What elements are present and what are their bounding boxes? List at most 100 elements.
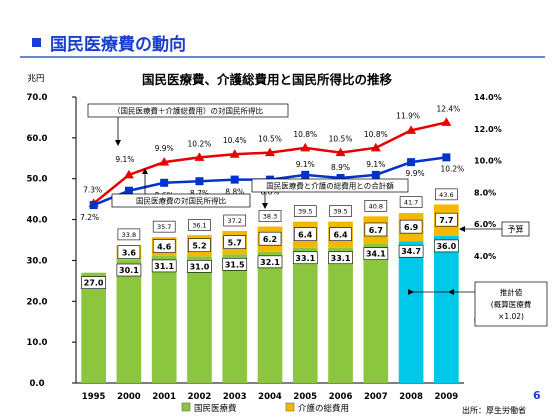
bar-medical-label: 30.1 xyxy=(119,266,139,275)
line-total-ratio-label: 10.8% xyxy=(293,130,317,139)
point-total-ratio xyxy=(335,147,346,157)
title-rule xyxy=(20,56,545,58)
x-tick-label: 2009 xyxy=(435,392,459,402)
point-medical-ratio xyxy=(160,178,169,187)
bar-medical-label: 34.7 xyxy=(401,247,421,256)
bar-medical-label-box xyxy=(292,251,318,265)
bar-medical-label-box xyxy=(151,259,177,273)
bar-nursing-label-box xyxy=(364,222,388,237)
bar-nursing-label: 7.7 xyxy=(439,216,453,225)
bar-medical xyxy=(257,251,283,383)
legend-label: 介護の総費用 xyxy=(298,403,349,414)
bar-nursing-label-box xyxy=(258,231,282,246)
x-tick-label: 2005 xyxy=(293,392,317,402)
bar-medical-label: 36.0 xyxy=(436,242,456,251)
line-total-ratio-label: 10.8% xyxy=(364,130,388,139)
y2-tick-label: 8.0% xyxy=(474,188,496,197)
line-total-ratio-label: 11.9% xyxy=(396,111,420,120)
bar-total-label: 35.7 xyxy=(157,223,171,231)
y-tick-label: 60.0 xyxy=(27,134,48,144)
point-total-ratio xyxy=(123,169,134,179)
point-medical-ratio xyxy=(301,170,310,179)
bar-nursing-label-box xyxy=(117,245,141,259)
bar-medical-label: 31.0 xyxy=(190,262,210,271)
point-total-ratio xyxy=(406,125,417,134)
bar-medical xyxy=(151,255,177,383)
y-tick-label: 20.0 xyxy=(27,297,48,307)
line-total-ratio-label: 9.9% xyxy=(155,144,174,153)
bar-nursing-label-box xyxy=(293,227,317,241)
bar-medical xyxy=(292,247,318,383)
point-total-ratio xyxy=(265,147,275,157)
bar-nursing-label-box xyxy=(152,239,176,253)
bar-nursing-label: 6.4 xyxy=(333,231,348,240)
bar-medical-label: 34.1 xyxy=(366,250,386,259)
bar-medical xyxy=(81,272,106,383)
bar-total-label: 37.2 xyxy=(227,217,241,225)
bar-total-label: 39.5 xyxy=(298,208,312,216)
point-medical-ratio xyxy=(230,175,239,184)
bar-total-label: 43.6 xyxy=(439,191,453,199)
y-tick-label: 70.0 xyxy=(27,93,48,103)
bar-medical xyxy=(328,247,353,383)
bar-nursing-label: 6.9 xyxy=(404,223,419,232)
bar-nursing-label-box xyxy=(399,219,423,234)
bar-medical-label: 32.1 xyxy=(260,258,280,267)
annotation-forecast-arrow-head xyxy=(459,226,465,232)
y-tick-label: 50.0 xyxy=(27,175,48,185)
bar-total-label-box xyxy=(399,196,423,208)
annotation-medical-ratio: 国民医療費の対国民所得比 xyxy=(136,196,226,206)
line-total-ratio-label: 7.3% xyxy=(83,185,102,194)
bar-total-label-box xyxy=(188,219,211,231)
bar-medical xyxy=(363,243,389,383)
bar-total-label-box xyxy=(435,188,458,201)
line-medical-ratio-label: 7.2% xyxy=(80,213,99,222)
x-tick-label: 2002 xyxy=(188,392,212,402)
line-total-ratio-label: 10.2% xyxy=(188,139,212,148)
point-medical-ratio xyxy=(371,170,380,179)
point-total-ratio xyxy=(159,157,170,166)
point-medical-ratio xyxy=(336,174,345,183)
y2-tick-label: 6.0% xyxy=(474,220,496,229)
y2-tick-label: 10.0% xyxy=(474,157,502,166)
bar-medical-label-box xyxy=(187,260,212,273)
annotation-estimate-box xyxy=(474,281,548,327)
legend-label: 国民医療費 xyxy=(194,403,237,414)
x-tick-label: 2004 xyxy=(258,392,282,402)
bar-nursing-label-box xyxy=(223,235,247,249)
y2-tick-label: 4.0% xyxy=(474,252,496,261)
source-note: 出所：厚生労働省 xyxy=(462,406,526,415)
legend-swatch xyxy=(285,402,295,412)
point-total-ratio xyxy=(194,152,205,161)
page-title: 国民医療費の動向 xyxy=(50,35,186,55)
page-number: 6 xyxy=(533,389,541,402)
bar-nursing-label-box xyxy=(188,238,211,253)
annotation-combined-total: 国民医療費と介護の総費用との合計額 xyxy=(266,181,394,191)
line-total-ratio-label: 10.5% xyxy=(258,135,282,144)
bar-medical xyxy=(222,254,248,383)
bar-medical-label-box xyxy=(222,257,248,271)
bar-nursing-label: 6.4 xyxy=(298,231,313,240)
bar-medical-label: 31.5 xyxy=(225,260,245,269)
point-medical-ratio xyxy=(442,153,451,162)
point-medical-ratio xyxy=(407,158,416,167)
title-bullet-icon xyxy=(32,38,41,47)
point-medical-ratio xyxy=(89,201,98,210)
x-tick-label: 2001 xyxy=(152,392,176,402)
line-total-ratio-label: 9.1% xyxy=(115,155,134,164)
annotation-estimate-line: 推計値 xyxy=(500,287,523,297)
bar-medical xyxy=(116,260,142,383)
bar-medical-label: 33.1 xyxy=(295,254,315,263)
bar-medical-label: 31.1 xyxy=(154,262,174,271)
x-tick-label: 1995 xyxy=(82,392,106,402)
legend-swatch xyxy=(181,402,191,412)
line-total-ratio-label: 12.4% xyxy=(436,104,460,113)
bar-total-label-box xyxy=(117,228,141,241)
bar-medical-label-box xyxy=(363,247,389,260)
bar-medical xyxy=(398,241,424,383)
point-total-ratio xyxy=(441,117,452,126)
left-axis-unit: 兆円 xyxy=(27,73,44,84)
bar-total-label: 36.1 xyxy=(192,222,206,230)
point-total-ratio xyxy=(300,142,311,152)
